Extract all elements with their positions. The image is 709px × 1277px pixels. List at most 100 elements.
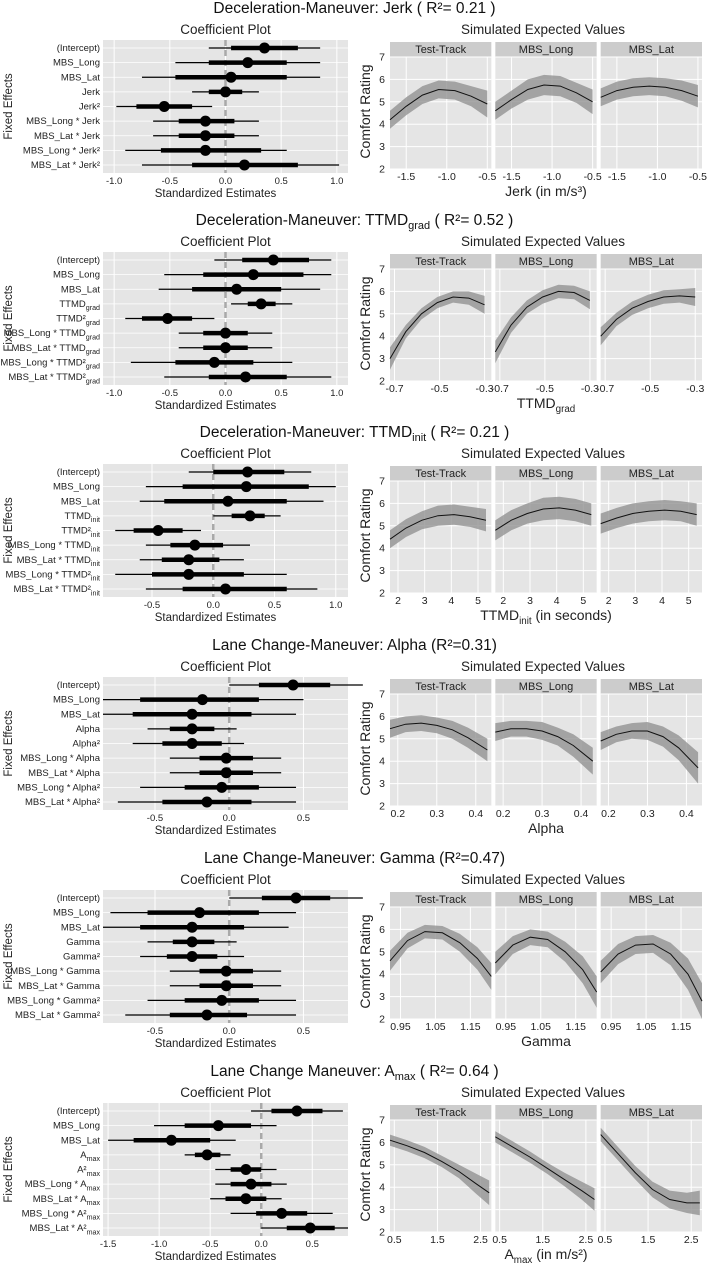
coef-x-tick: -0.5	[147, 1026, 163, 1037]
sim-y-tick: 3	[379, 1204, 385, 1216]
facet-label: MBS_Lat	[629, 468, 674, 480]
title-r2: ( R²= 0.21 )	[412, 0, 496, 17]
coef-term-label: Alpha²	[73, 739, 100, 750]
sim-x-axis-label: Gamma	[521, 1033, 571, 1049]
coef-estimate-point	[220, 752, 232, 764]
facet-label: MBS_Long	[519, 256, 573, 268]
coef-x-tick: 0.5	[297, 1026, 310, 1037]
sim-x-tick: -1.0	[648, 171, 666, 183]
coef-x-axis-label: Standardized Estimates	[155, 1251, 277, 1263]
sim-x-tick: 0.95	[496, 1021, 517, 1033]
coef-term-label: (Intercept)	[57, 1106, 100, 1117]
coef-term-label: MBS_Lat * TTMDgrad	[12, 343, 101, 356]
sim-x-tick: -0.5	[584, 171, 602, 183]
facet-panel	[390, 481, 492, 593]
coef-term-label: MBS_Lat * Gamma	[18, 981, 101, 992]
sim-x-tick: 0.95	[601, 1021, 622, 1033]
sim-x-tick: 2.5	[579, 1234, 594, 1246]
facet-strip	[600, 42, 702, 57]
expected-value-line	[494, 936, 598, 993]
facet-label: Test-Track	[415, 256, 466, 268]
coef-x-axis-label: Standardized Estimates	[155, 612, 277, 624]
coef-y-axis-label: Fixed Effects	[3, 710, 15, 777]
coef-term-label: MBS_Long * TTMD²grad	[0, 357, 100, 370]
coef-x-tick: -1.0	[106, 388, 122, 399]
expected-value-line	[389, 722, 488, 751]
sim-y-tick: 7	[379, 52, 385, 64]
sim-y-tick: 2	[379, 376, 385, 388]
coef-x-tick: -0.5	[147, 813, 163, 824]
coef-estimate-point	[165, 1134, 177, 1146]
coef-estimate-point	[220, 980, 232, 992]
sim-x-tick: 2.5	[473, 1234, 488, 1246]
sim-y-tick: 4	[379, 969, 385, 981]
coef-estimate-point	[290, 892, 302, 904]
sim-x-tick: -0.7	[491, 383, 509, 395]
coef-panel-title: Coefficient Plot	[180, 1085, 271, 1100]
confidence-band	[495, 720, 593, 775]
facet-strip	[495, 892, 597, 907]
facet-label: Test-Track	[415, 468, 466, 480]
coef-term-label: A²max	[77, 1165, 100, 1178]
sim-y-tick: 6	[379, 924, 385, 936]
facet-strip	[390, 466, 492, 481]
sim-x-tick: -1.0	[543, 171, 561, 183]
expected-value-line	[389, 296, 485, 359]
coef-term-label: MBS_Long * A²max	[22, 1208, 101, 1221]
sim-x-tick: 0.95	[390, 1021, 411, 1033]
coef-term-label: MBS_Long * Amax	[25, 1179, 101, 1192]
coef-panel-title: Coefficient Plot	[180, 872, 271, 887]
coef-term-label: MBS_Long	[53, 908, 100, 919]
facet-label: MBS_Lat	[629, 1107, 674, 1119]
sim-panel-title: Simulated Expected Values	[461, 1085, 625, 1100]
coef-panel-title: Coefficient Plot	[180, 22, 271, 37]
sim-y-tick: 2	[379, 1014, 385, 1026]
sim-x-axis-label: Amax (in m/s²)	[504, 1246, 587, 1266]
coef-term-label: MBS_Lat * Jerk	[34, 131, 100, 142]
coef-term-label: MBS_Lat * Alpha	[28, 768, 101, 779]
coef-term-label: TTMD²init	[61, 526, 100, 539]
facet-strip	[495, 254, 597, 269]
coef-estimate-point	[199, 130, 211, 142]
coef-term-label: MBS_Lat * Gamma²	[15, 1010, 100, 1021]
sim-x-tick: 1.5	[535, 1234, 550, 1246]
coef-term-label: MBS_Lat	[61, 284, 100, 295]
section-plots: Coefficient Plot -1.0 -0.5 0.0 0.5 1.0 (Interc…	[0, 234, 704, 415]
coef-x-axis-label: Standardized Estimates	[155, 1038, 277, 1050]
expected-value-line	[600, 295, 696, 337]
sim-y-tick: 3	[379, 141, 385, 153]
coef-x-tick: -0.5	[144, 600, 160, 611]
sim-x-tick: -1.5	[397, 171, 415, 183]
coef-estimate-point	[186, 723, 198, 735]
coef-estimate-point	[201, 1009, 213, 1021]
title-text: Deceleration-Maneuver: TTMD	[199, 424, 413, 441]
coef-estimate-point	[240, 481, 252, 493]
title-subscript: grad	[408, 220, 431, 233]
coef-estimate-point	[186, 921, 198, 933]
facet-strip	[600, 254, 702, 269]
facet-strip	[600, 1105, 702, 1120]
title-text: Lane Change Maneuver: A	[210, 1063, 395, 1080]
coef-term-label: (Intercept)	[57, 43, 100, 54]
sim-x-axis-label: TTMDgrad	[517, 395, 576, 415]
coef-estimate-point	[255, 298, 267, 310]
section-plots: Coefficient Plot -0.5 0.0 0.5 1.0 (Intercept)…	[3, 446, 702, 627]
expected-value-line	[600, 85, 699, 98]
title-r2: ( R²= 0.21 )	[426, 424, 510, 441]
section-title: Deceleration-Maneuver: TTMDinit ( R²= 0.…	[0, 424, 709, 444]
section-6: Lane Change Maneuver: Amax ( R²= 0.64 ) C…	[0, 1063, 709, 1275]
sim-x-tick: 0.3	[535, 808, 550, 820]
sim-panel-title: Simulated Expected Values	[461, 234, 625, 249]
coef-x-tick: 0.0	[223, 813, 236, 824]
sim-y-tick: 3	[379, 565, 385, 577]
coef-term-label: MBS_Lat * TTMD²init	[13, 584, 100, 597]
sim-x-tick: 4	[659, 595, 665, 607]
coef-x-tick: 0.0	[219, 176, 232, 187]
sim-x-tick: 0.3	[429, 808, 444, 820]
confidence-band	[495, 74, 593, 120]
coef-term-label: (Intercept)	[57, 680, 100, 691]
coef-term-label: MBS_Long * Alpha²	[17, 782, 100, 793]
sim-x-tick: 2.5	[684, 1234, 699, 1246]
coef-x-tick: 0.5	[297, 813, 310, 824]
coef-x-tick: -1.0	[106, 176, 122, 187]
